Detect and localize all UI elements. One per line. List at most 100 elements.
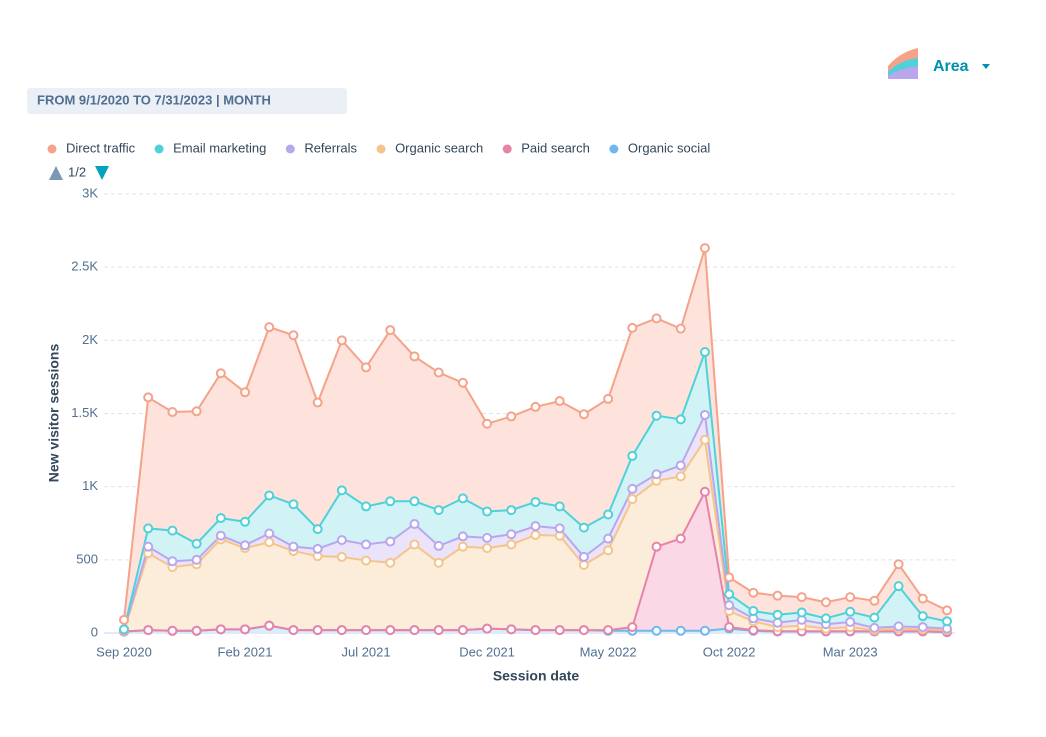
y-tick-label: 1K [82,478,98,493]
point [869,595,880,606]
area [124,248,947,630]
point [724,589,735,600]
point [361,539,372,550]
legend-page: 1/2 [68,164,86,179]
point [433,540,444,551]
point [772,590,783,601]
point [336,335,347,346]
point [796,607,807,618]
point [288,330,299,341]
point [603,533,614,544]
point [942,616,952,627]
point [336,535,347,546]
point [240,624,251,635]
point [506,624,517,635]
y-tick-label: 2.5K [71,259,98,274]
point [917,593,928,604]
point [312,397,323,408]
point [603,393,614,404]
point [578,409,589,420]
x-tick-label: Sep 2020 [96,644,152,659]
chart-type-button[interactable]: Area [888,48,990,79]
legend-label[interactable]: Paid search [521,140,590,155]
legend-label[interactable]: Referrals [304,140,357,155]
point [336,485,347,496]
point [167,407,178,418]
point [578,522,589,533]
point [578,551,589,562]
point [457,377,468,388]
area [124,625,947,633]
point [119,624,129,635]
point [530,497,541,508]
point [264,490,275,501]
legend-label[interactable]: Email marketing [173,140,266,155]
point [772,609,783,620]
point [724,622,735,633]
point [409,351,420,362]
point [506,505,517,516]
point [215,368,226,379]
legend-label[interactable]: Direct traffic [66,140,136,155]
point [699,409,710,420]
point [191,554,202,565]
point [409,539,420,550]
point [215,624,226,635]
point [675,323,686,334]
legend-label[interactable]: Organic social [628,140,710,155]
point [603,545,614,556]
point [845,606,856,617]
point [482,623,493,634]
legend-swatch [47,144,57,154]
point [457,541,468,552]
point [240,387,251,398]
point [457,625,468,636]
area-icon [888,66,918,79]
point [385,536,396,547]
point [724,572,735,583]
point [796,592,807,603]
point [361,625,372,636]
point [603,509,614,520]
point [336,551,347,562]
legend-swatch [609,144,619,154]
point [433,557,444,568]
point [724,600,735,611]
point [409,496,420,507]
legend-next[interactable] [95,166,109,180]
point [457,493,468,504]
point [675,625,686,636]
x-tick-label: Feb 2021 [218,644,273,659]
legend-prev[interactable] [49,166,63,180]
legend-label[interactable]: Organic search [395,140,483,155]
point [215,513,226,524]
point [578,625,589,636]
point [482,506,493,517]
x-tick-label: Mar 2023 [823,644,878,659]
point [506,539,517,550]
point [603,625,614,636]
point [699,347,710,358]
point [264,528,275,539]
point [312,625,323,636]
point [651,313,662,324]
point [820,613,831,624]
point [143,541,154,552]
point [240,516,251,527]
chart-type-label: Area [933,58,969,75]
point [433,505,444,516]
point [361,555,372,566]
date-range-badge [27,88,347,114]
point [191,625,202,636]
x-tick-label: May 2022 [580,644,637,659]
date-range: FROM 9/1/2020 TO 7/31/2023 | MONTH [37,92,271,107]
point [143,523,154,534]
point [264,537,275,548]
point [288,625,299,636]
point [942,605,952,616]
point [748,606,759,617]
point [167,625,178,636]
legend-swatch [285,144,295,154]
legend-swatch [154,144,164,154]
